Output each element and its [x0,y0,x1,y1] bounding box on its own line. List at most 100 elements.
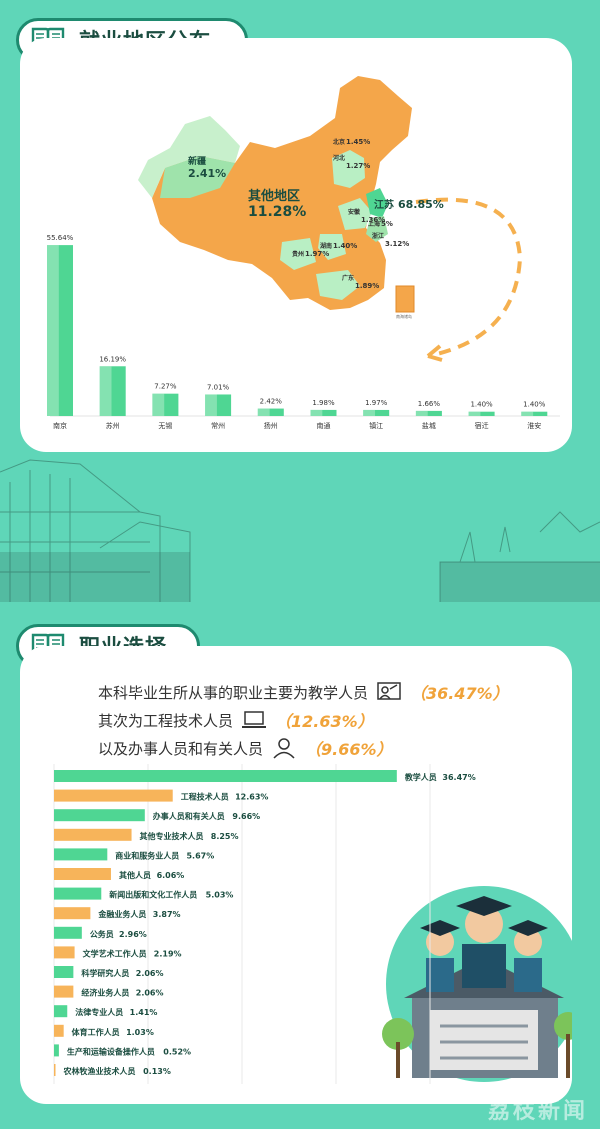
hbar-value-label: 3.87% [153,910,181,919]
bar-value-label: 7.01% [207,383,230,391]
region-card: 南海诸岛 新疆 2.41% 北京 1.45% 河北 1.27% 其他地区 11.28% 江苏 6… [20,38,572,452]
laptop-icon [242,711,267,728]
hbar-value-label: 6.06% [157,871,185,880]
x-tick-label: 常州 [211,421,225,430]
hbar-category-label: 经济业务人员 [81,988,129,998]
bar-highlight [205,394,217,416]
hbar [54,868,111,880]
intro-line-teaching: 本科毕业生所从事的职业主要为教学人员 （36.47%） [98,680,509,704]
map-label-value: 1.97% [305,250,329,258]
bar-value-label: 1.97% [365,399,388,407]
intro-line-office: 以及办事人员和有关人员 （9.66%） [98,736,393,760]
bar-value-label: 7.27% [154,383,177,391]
bar-value-label: 1.66% [418,400,441,408]
map-label-name: 江苏 [374,198,394,211]
hbar [54,1005,68,1018]
occupation-card: 本科毕业生所从事的职业主要为教学人员 （36.47%） 其次为工程技术人员 （1… [20,646,572,1104]
hbar [54,770,397,782]
campus-skyline-left [0,459,600,602]
map-label-name: 贵州 [292,250,304,258]
hbar-value-label: 5.67% [186,851,214,860]
hbar-category-label: 体育工作人员 [72,1027,120,1037]
map-label-value: 11.28% [248,204,306,220]
bar-highlight [521,411,534,416]
hbar [54,828,132,841]
intro-text: 以及办事人员和有关人员 [98,739,264,758]
bar-value-label: 1.40% [470,401,493,409]
x-tick-label: 淮安 [527,421,541,430]
bar [205,394,232,416]
bar-value-label: 16.19% [99,355,126,363]
hbar-value-label: 5.03% [206,891,234,900]
x-tick-label: 南京 [53,421,67,430]
hbar-value-label: 36.47% [442,773,475,782]
bar-highlight [152,393,165,416]
map-label: 上海 5% [368,220,393,228]
occupation-chart: 教学人员 36.47% 工程技术人员 12.63% 办事人员和有关人员 9.66% 其他专业… [53,764,572,1084]
map-label-value: 1.40% [333,242,357,250]
hbar [54,848,108,861]
x-tick-label: 宿迁 [475,421,489,430]
map-label: 湖南 1.40% [320,242,357,250]
map-label-name: 湖南 [320,242,332,250]
intro-pct: （36.47%） [410,684,509,703]
x-tick-label: 盐城 [422,421,436,430]
map-label-name: 浙江 [372,232,384,240]
teacher-icon [377,682,401,700]
hbar-value-label: 12.63% [235,793,268,802]
map-label-name: 安徽 [348,208,361,216]
bar-value-label: 2.42% [260,398,283,406]
map-label-value: 1.89% [355,282,379,290]
hbar-category-label: 金融业务人员 [97,909,146,919]
office-worker-icon [273,738,295,759]
hbar [54,907,91,920]
hbar-value-label: 1.03% [126,1028,154,1037]
hbar-category-label: 教学人员 [404,772,437,782]
bar-highlight [257,408,270,416]
map-label-value: 1.45% [346,138,370,146]
map-label-name: 新疆 [188,155,206,167]
map-label-name: 上海 [368,220,380,228]
map-label: 贵州 1.97% [292,250,329,258]
hbar-category-label: 其他人员 [119,870,151,880]
hbar-category-label: 科学研究人员 [81,968,129,978]
intro-text: 本科毕业生所从事的职业主要为教学人员 [98,683,369,702]
hbar-category-label: 生产和运输设备操作人员 [67,1046,155,1056]
hbar-value-label: 0.52% [163,1047,191,1056]
bar-value-label: 55.64% [47,234,74,242]
hbar [54,1044,59,1057]
hbar [54,1064,56,1076]
bar-highlight [363,409,376,416]
hbar-category-label: 公务员 [90,929,114,939]
hbar-category-label: 其他专业技术人员 [140,831,204,841]
hbar-value-label: 2.06% [136,989,164,998]
map-label-name: 广东 [342,274,354,282]
intro-line-engineering: 其次为工程技术人员 （12.63%） [98,708,374,732]
graduation-illustration [382,886,572,1082]
hbar-category-label: 法律专业人员 [75,1007,123,1017]
intro-pct: （9.66%） [305,740,393,759]
x-tick-label: 苏州 [106,421,120,430]
hbar-category-label: 办事人员和有关人员 [153,811,225,821]
map-label-value: 3.12% [385,240,409,248]
hbar [54,887,102,900]
hbar-value-label: 2.96% [119,930,147,939]
x-tick-label: 南通 [317,421,331,430]
map-label-name: 河北 [333,154,345,162]
hbar [54,1024,64,1037]
hbar [54,789,173,802]
intro-pct: （12.63%） [275,712,374,731]
hbar [54,966,74,978]
hbar-category-label: 文学艺术工作人员 [83,948,147,958]
bar [47,245,73,416]
x-tick-label: 无锡 [158,421,172,430]
hbar-value-label: 0.13% [143,1067,171,1076]
bar-highlight [99,366,112,416]
map-label: 河北1.27% [333,154,370,170]
bar [152,393,179,416]
occupation-bar-chart: 教学人员 36.47% 工程技术人员 12.63% 办事人员和有关人员 9.66% 其他专业… [53,764,476,1084]
hbar-value-label: 2.19% [154,949,182,958]
map-label-value: 1.36% [361,216,385,224]
